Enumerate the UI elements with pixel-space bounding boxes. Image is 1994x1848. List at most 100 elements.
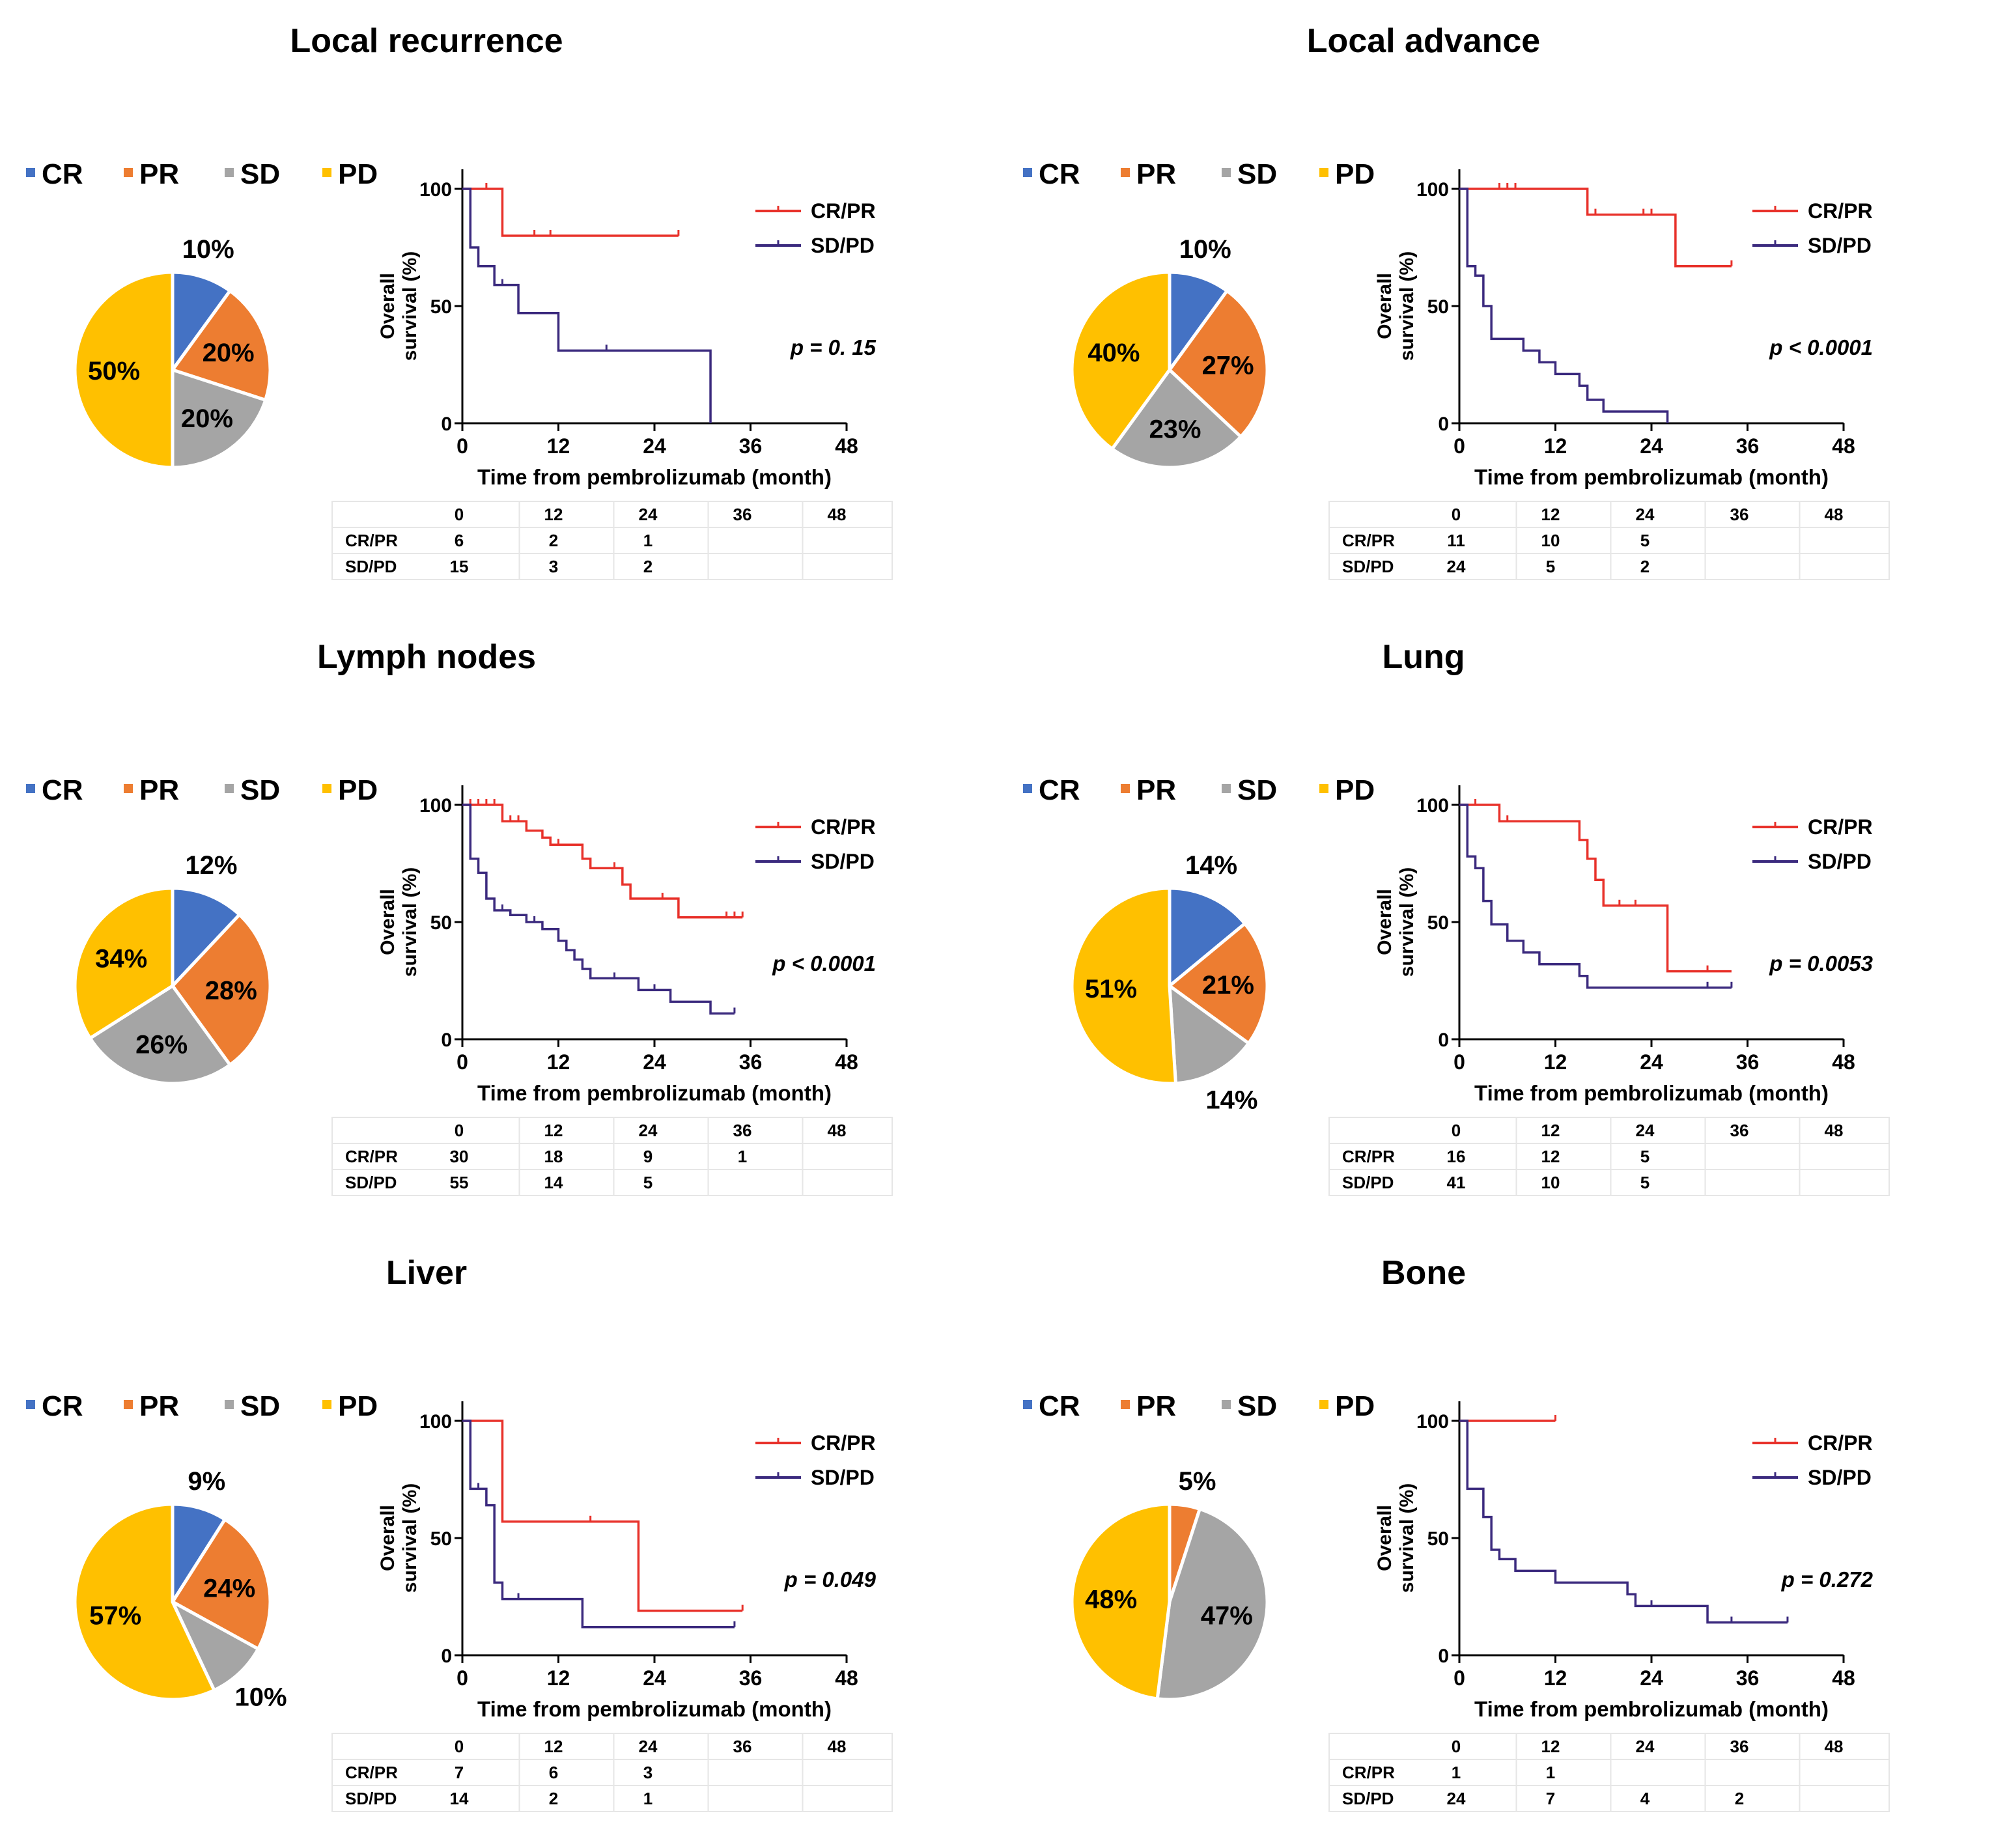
risk-table-row-label: CR/PR bbox=[345, 1763, 398, 1782]
legend-label-sd: SD bbox=[240, 1390, 280, 1422]
risk-table-cell: 2 bbox=[1735, 1789, 1744, 1808]
legend-label-pd: PD bbox=[338, 774, 378, 806]
x-tick-label: 48 bbox=[835, 1050, 858, 1074]
pie-label-pd: 51% bbox=[1085, 975, 1137, 1003]
series-legend-label: CR/PR bbox=[811, 1431, 876, 1455]
legend-swatch-pd bbox=[322, 784, 331, 793]
y-tick-label: 0 bbox=[441, 413, 452, 435]
legend-swatch-sd bbox=[225, 168, 234, 177]
risk-table-cell: 5 bbox=[1640, 1147, 1650, 1166]
y-axis-label-line1: Overall bbox=[377, 1505, 399, 1571]
series-legend-label: SD/PD bbox=[1808, 850, 1872, 873]
p-value: p < 0.0001 bbox=[772, 951, 876, 975]
legend-swatch-pr bbox=[1121, 168, 1130, 177]
legend-swatch-pd bbox=[322, 1400, 331, 1409]
legend-swatch-sd bbox=[1222, 168, 1231, 177]
x-tick-label: 48 bbox=[1832, 1666, 1855, 1690]
risk-table-col-header: 12 bbox=[544, 505, 563, 524]
risk-table-cell: 10 bbox=[1541, 531, 1560, 550]
risk-table-col-header: 0 bbox=[455, 1121, 464, 1140]
pie-slice-pd bbox=[73, 1502, 217, 1701]
risk-table-col-header: 36 bbox=[1730, 1121, 1749, 1140]
legend-swatch-sd bbox=[225, 784, 234, 793]
pie-label-pr: 24% bbox=[203, 1575, 255, 1603]
x-tick-label: 0 bbox=[1453, 1666, 1465, 1690]
y-axis-label: Overall survival (%) bbox=[377, 251, 421, 361]
km-line-sd-pd bbox=[462, 1420, 735, 1629]
risk-table-cell: 5 bbox=[1640, 1173, 1650, 1192]
y-axis-label: Overall survival (%) bbox=[377, 867, 421, 977]
risk-table-col-header: 0 bbox=[455, 505, 464, 524]
y-axis-label-line2: survival (%) bbox=[399, 1483, 421, 1593]
legend-label-cr: CR bbox=[1039, 774, 1080, 806]
risk-table-cell: 6 bbox=[455, 531, 464, 550]
risk-table-row-label: CR/PR bbox=[345, 1147, 398, 1166]
legend-label-cr: CR bbox=[42, 774, 83, 806]
risk-table-col-header: 0 bbox=[455, 1737, 464, 1756]
y-tick-label: 100 bbox=[1416, 1411, 1449, 1433]
risk-table-col-header: 36 bbox=[733, 1121, 752, 1140]
legend-label-pd: PD bbox=[1335, 158, 1375, 190]
p-value: p = 0.272 bbox=[1781, 1567, 1874, 1591]
x-tick-label: 36 bbox=[739, 1666, 763, 1690]
risk-table-cell: 55 bbox=[450, 1173, 469, 1192]
km-line-cr-pr bbox=[1459, 188, 1732, 268]
risk-table-row-label: CR/PR bbox=[1342, 531, 1395, 550]
legend-label-pd: PD bbox=[1335, 1390, 1375, 1422]
panel-bone: Bone CR PR SD PD 5% 47% 48% 0 50 100 0 12 24 36 48 Time … bbox=[997, 1232, 1994, 1848]
pie-slice-pr bbox=[170, 1517, 272, 1651]
legend-swatch-cr bbox=[1023, 168, 1032, 177]
legend-label-pr: PR bbox=[139, 1390, 179, 1422]
km-line-sd-pd bbox=[462, 804, 735, 1015]
risk-table-col-header: 36 bbox=[1730, 505, 1749, 524]
x-tick-label: 48 bbox=[835, 434, 858, 458]
risk-table-cell: 3 bbox=[549, 557, 558, 576]
series-legend-label: SD/PD bbox=[811, 1466, 875, 1489]
legend-label-cr: CR bbox=[42, 158, 83, 190]
x-tick-label: 12 bbox=[547, 1050, 570, 1074]
series-legend-label: CR/PR bbox=[1808, 1431, 1873, 1455]
pie-label-cr: 14% bbox=[1185, 851, 1237, 880]
pie-label-sd: 23% bbox=[1149, 415, 1201, 444]
pie-label-cr: 12% bbox=[185, 851, 237, 880]
legend-swatch-cr bbox=[26, 1400, 35, 1409]
y-axis-label-line2: survival (%) bbox=[399, 867, 421, 977]
x-tick-label: 36 bbox=[1736, 1050, 1760, 1074]
x-axis-label: Time from pembrolizumab (month) bbox=[1474, 465, 1829, 489]
km-line-sd-pd bbox=[1459, 804, 1732, 989]
y-tick-label: 0 bbox=[1438, 1645, 1449, 1667]
pie-label-pd: 34% bbox=[95, 945, 147, 973]
p-value: p = 0.049 bbox=[784, 1567, 877, 1591]
series-legend-label: SD/PD bbox=[811, 234, 875, 257]
x-axis-label: Time from pembrolizumab (month) bbox=[477, 1697, 832, 1721]
y-tick-label: 50 bbox=[430, 1528, 452, 1550]
risk-table-cell: 30 bbox=[450, 1147, 469, 1166]
risk-table-cell: 2 bbox=[549, 531, 558, 550]
risk-table-cell: 5 bbox=[643, 1173, 653, 1192]
legend-swatch-pd bbox=[1319, 168, 1328, 177]
risk-table-col-header: 36 bbox=[1730, 1737, 1749, 1756]
x-tick-label: 36 bbox=[1736, 434, 1760, 458]
y-tick-label: 100 bbox=[1416, 179, 1449, 201]
risk-table-cell: 2 bbox=[643, 557, 653, 576]
x-tick-label: 24 bbox=[643, 1666, 666, 1690]
legend-swatch-cr bbox=[1023, 1400, 1032, 1409]
risk-table-col-header: 24 bbox=[639, 505, 658, 524]
risk-table-row-label: SD/PD bbox=[345, 1789, 397, 1808]
x-axis-label: Time from pembrolizumab (month) bbox=[477, 465, 832, 489]
pie-slice-pd bbox=[1070, 270, 1172, 451]
y-axis-label-line1: Overall bbox=[1374, 273, 1396, 339]
x-tick-label: 12 bbox=[1544, 434, 1567, 458]
risk-table-cell: 6 bbox=[549, 1763, 558, 1782]
y-tick-label: 50 bbox=[430, 912, 452, 934]
risk-table-col-header: 0 bbox=[1452, 1737, 1461, 1756]
y-axis-label: Overall survival (%) bbox=[1374, 1483, 1418, 1593]
p-value: p < 0.0001 bbox=[1769, 335, 1873, 359]
panel-liver: Liver CR PR SD PD 9% 24% 10% 57% 0 50 100 0 12 24 36 48 T… bbox=[0, 1232, 997, 1848]
pie-label-pd: 50% bbox=[88, 357, 140, 385]
series-legend-label: SD/PD bbox=[811, 850, 875, 873]
y-tick-label: 0 bbox=[441, 1029, 452, 1051]
legend-swatch-pr bbox=[124, 168, 133, 177]
risk-table-cell: 10 bbox=[1541, 1173, 1560, 1192]
